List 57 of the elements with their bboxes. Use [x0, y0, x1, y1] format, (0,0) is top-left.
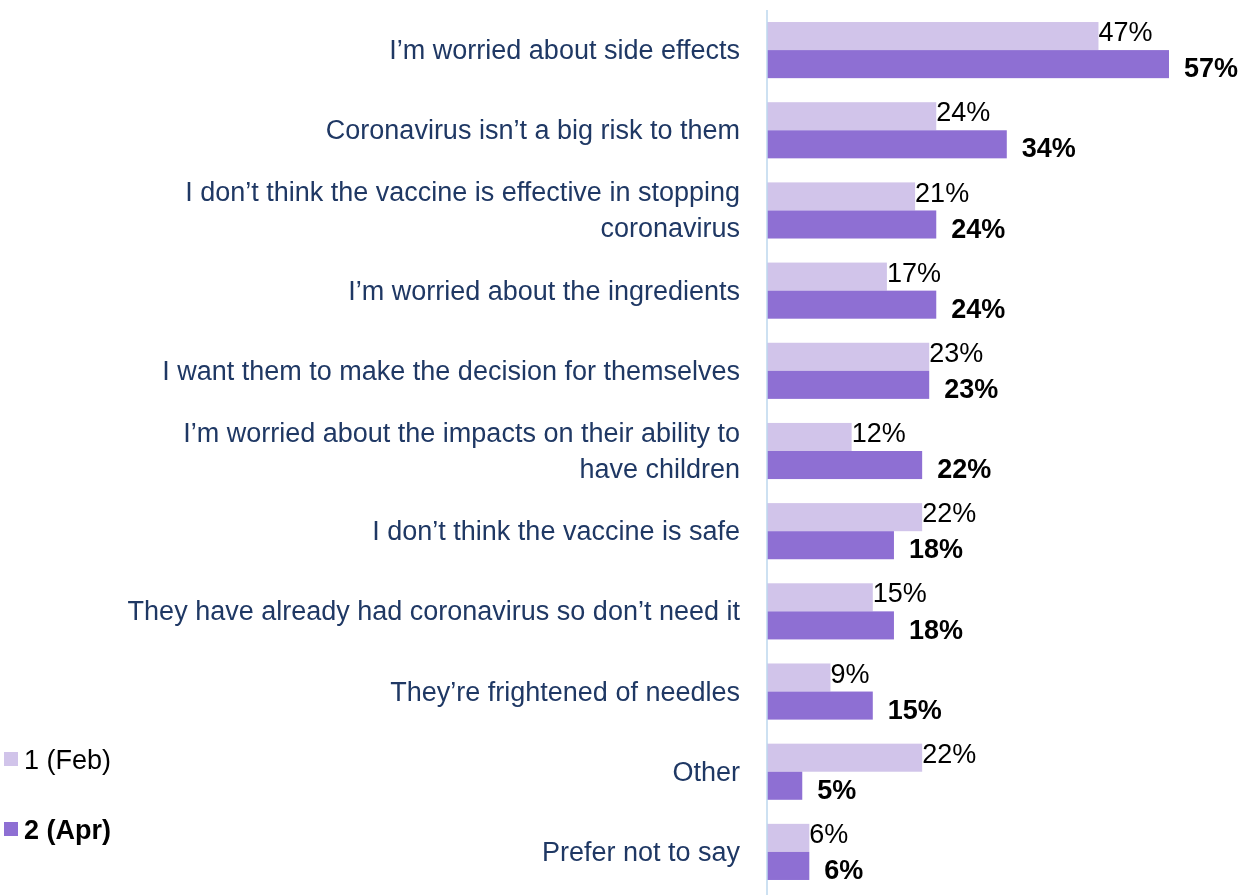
- y-tick-label: I’m worried about side effects: [389, 35, 740, 66]
- bar: [767, 50, 1169, 79]
- bar: [767, 102, 937, 131]
- bar: [767, 611, 894, 640]
- data-label: 23%: [944, 373, 999, 404]
- bar: [767, 663, 831, 692]
- data-label: 24%: [936, 97, 991, 128]
- data-label: 24%: [951, 213, 1006, 244]
- bar: [767, 342, 930, 371]
- data-label: 6%: [809, 819, 849, 849]
- y-tick-label: Other: [672, 756, 740, 787]
- data-label: 47%: [1098, 17, 1153, 48]
- bar: [767, 451, 923, 480]
- data-label: 34%: [1021, 133, 1076, 164]
- data-label: 24%: [951, 293, 1006, 324]
- data-label: 5%: [817, 774, 857, 805]
- data-label: 23%: [929, 337, 984, 368]
- data-label: 9%: [830, 658, 870, 689]
- bar: [767, 262, 887, 291]
- y-tick-label: Coronavirus isn’t a big risk to them: [325, 115, 740, 146]
- data-label: 15%: [872, 578, 927, 609]
- data-label: 22%: [922, 738, 977, 769]
- data-label: 22%: [937, 454, 992, 485]
- legend-label: 2 (Apr): [24, 815, 111, 845]
- y-tick-label: Prefer not to say: [541, 836, 741, 867]
- data-label: 21%: [915, 177, 970, 208]
- bar: [767, 370, 930, 399]
- data-label: 6%: [824, 855, 864, 886]
- y-tick-label: I don’t think the vaccine is safe: [372, 516, 740, 547]
- data-label: 15%: [887, 694, 942, 725]
- bar: [767, 823, 810, 852]
- bar: [767, 422, 852, 451]
- data-label: 18%: [908, 614, 963, 645]
- bar: [767, 290, 937, 319]
- bar: [767, 182, 916, 211]
- y-tick-label: I’m worried about the ingredients: [348, 275, 740, 306]
- data-label: 17%: [886, 257, 941, 288]
- bar: [767, 583, 873, 612]
- bar: [767, 130, 1007, 159]
- bar: [767, 531, 894, 560]
- data-label: 18%: [908, 534, 963, 565]
- y-tick-label: They’re frightened of needles: [390, 676, 740, 707]
- y-tick-label: I don’t think the vaccine is effective in stopping coronavirus: [185, 177, 740, 244]
- bar: [767, 503, 923, 532]
- bar: [767, 771, 803, 800]
- data-label: 22%: [922, 498, 977, 529]
- legend-label: 1 (Feb): [24, 745, 112, 775]
- bar: [767, 22, 1099, 51]
- bar: [767, 210, 937, 239]
- bar: [767, 743, 923, 772]
- data-label: 57%: [1184, 53, 1239, 84]
- y-tick-label: I want them to make the decision for themselves: [162, 355, 740, 386]
- y-tick-label: I’m worried about the impacts on their ability to have children: [183, 418, 740, 484]
- bar: [767, 691, 873, 720]
- y-tick-label: They have already had coronavirus so don’t need it: [127, 596, 741, 627]
- data-label: 12%: [851, 418, 906, 449]
- bar: [767, 851, 810, 880]
